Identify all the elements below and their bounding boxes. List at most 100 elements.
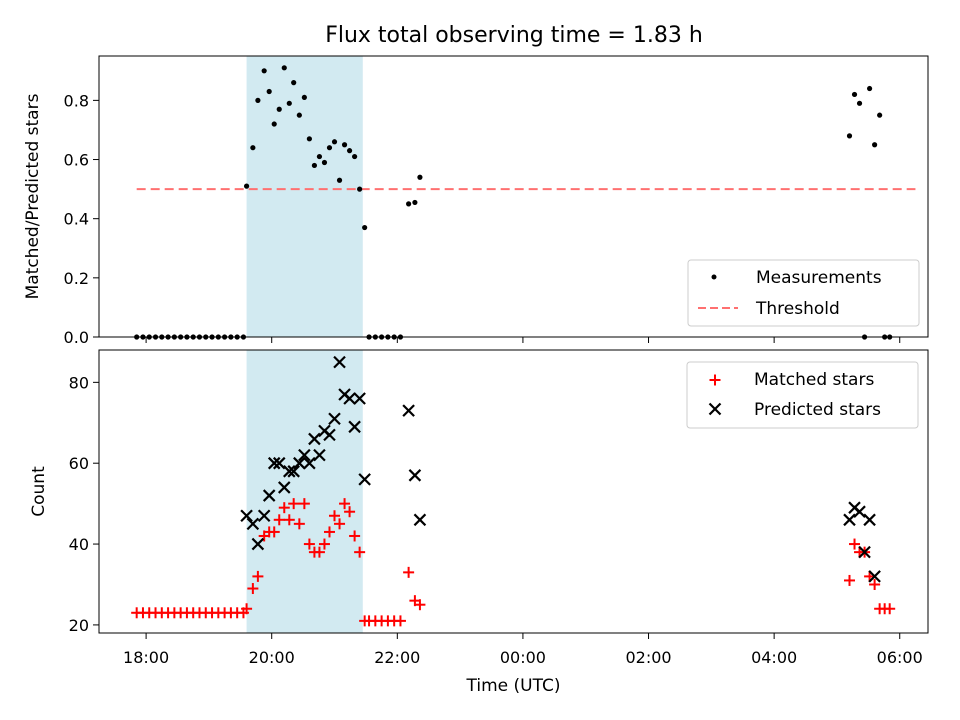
x-diag-b (267, 456, 281, 470)
matched-point (334, 518, 346, 530)
measurement-point (331, 139, 338, 145)
measurement-point (276, 106, 282, 112)
legend-measurements-label: Measurements (756, 268, 882, 288)
x-diag-b (313, 448, 326, 462)
measurement-point (266, 88, 272, 95)
legend-threshold-label: Threshold (755, 299, 840, 319)
predicted-point (328, 412, 341, 426)
x-diag-b (293, 456, 306, 470)
x-diag-b (358, 473, 371, 486)
legend-predicted-label: Predicted stars (754, 400, 881, 420)
legend-x (708, 402, 722, 416)
x-diag-b (277, 481, 291, 494)
x-diag-b (708, 402, 722, 416)
measurement-point (406, 201, 412, 207)
predicted-point (298, 448, 311, 462)
measurement-point (412, 199, 418, 206)
x-diag-b (853, 505, 866, 518)
top-y-ticks: 0.0 0.2 0.4 0.6 0.8 (64, 91, 99, 347)
predicted-point (246, 517, 260, 531)
bottom-axes-frame (98, 349, 929, 634)
predicted-point (257, 509, 271, 523)
matched-point (247, 583, 259, 595)
top-legend: Measurements Threshold (687, 259, 920, 327)
chart-title: Flux total observing time = 1.83 h (325, 23, 703, 48)
predicted-point (408, 469, 422, 482)
predicted-point (868, 570, 881, 583)
x-tick-label: 20:00 (249, 648, 295, 667)
matched-point (354, 546, 366, 558)
bottom-legend-box (686, 361, 919, 429)
predicted-point (402, 404, 415, 417)
x-diag-b (333, 355, 346, 369)
matched-point (273, 514, 285, 526)
x-diag-b (257, 509, 271, 523)
matched-point (869, 578, 881, 590)
predicted-stars-series (240, 355, 881, 583)
x-diag-b (246, 517, 260, 531)
predicted-point (277, 481, 291, 494)
measurement-point (261, 68, 267, 74)
top-y-tick-label: 0.6 (64, 151, 89, 170)
x-tick-label: 04:00 (751, 648, 797, 667)
measurement-point (291, 80, 297, 86)
measurement-point (250, 145, 256, 151)
x-diag-b (402, 404, 415, 417)
predicted-point (272, 456, 286, 470)
predicted-point (853, 505, 866, 518)
x-diag-b (868, 570, 881, 583)
predicted-point (343, 392, 356, 405)
matched-point (241, 603, 253, 615)
matched-point (278, 502, 290, 514)
predicted-point (267, 456, 281, 470)
legend-plus (709, 374, 721, 386)
measurement-point (362, 224, 368, 231)
predicted-point (262, 489, 276, 502)
matched-point (329, 510, 341, 522)
measurements-series (134, 65, 893, 340)
top-y-tick-label: 0.4 (64, 210, 89, 229)
measurement-point (243, 183, 250, 189)
matched-point (414, 599, 426, 611)
predicted-point (283, 465, 296, 478)
top-y-tick-label: 0.2 (64, 269, 89, 288)
x-diag-b (262, 489, 276, 502)
x-diag-b (858, 545, 871, 559)
measurement-point (286, 100, 292, 106)
matched-point (884, 603, 896, 615)
predicted-point (240, 509, 253, 523)
x-diag-b (308, 432, 321, 446)
legend-matched-marker (709, 374, 721, 386)
bottom-x-ticks: 18:00 20:00 22:00 00:00 02:00 04:00 06:00 (123, 633, 923, 667)
measurement-point (336, 177, 343, 183)
matched-point (394, 615, 406, 627)
predicted-point (348, 420, 361, 434)
predicted-point (287, 465, 300, 478)
x-diag-b (240, 509, 253, 523)
matched-point (268, 526, 280, 538)
top-legend-box (687, 259, 920, 327)
bottom-y-tick-label: 40 (69, 535, 89, 554)
measurement-point (851, 91, 858, 98)
x-diag-b (353, 392, 366, 405)
predicted-point (303, 456, 316, 470)
matched-point (298, 498, 310, 510)
measurement-point (357, 186, 363, 192)
top-y-axis-label: Matched/Predicted stars (23, 93, 43, 299)
x-diag-b (323, 428, 336, 442)
x-diag-b (863, 513, 876, 527)
top-y-tick-label: 0.0 (64, 328, 89, 347)
measurement-point (316, 153, 323, 160)
matched-point (323, 526, 335, 538)
measurement-point (877, 112, 883, 118)
x-axis-label: Time (UTC) (466, 676, 561, 696)
measurement-point (856, 100, 863, 106)
x-diag-b (298, 448, 311, 462)
bottom-y-tick-label: 60 (69, 454, 89, 473)
measurement-point (866, 85, 873, 92)
measurement-point (846, 133, 853, 139)
measurement-point (352, 153, 358, 160)
x-tick-label: 06:00 (877, 648, 923, 667)
predicted-point (323, 428, 336, 442)
